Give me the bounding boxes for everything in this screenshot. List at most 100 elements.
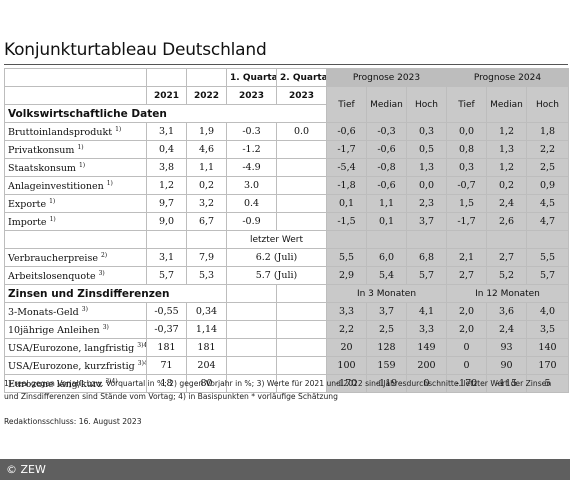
value-cell: 2,4 bbox=[486, 194, 527, 213]
header-year: 2022 bbox=[186, 86, 227, 105]
value-cell bbox=[276, 158, 327, 177]
row-label: Privatkonsum 1) bbox=[4, 140, 147, 159]
table-row: 10jährige Anleihen 3) -0,37 1,14 2,2 2,5 3,3 2… bbox=[4, 320, 569, 339]
value-cell: 0,2 bbox=[186, 176, 227, 195]
value-cell: 0,9 bbox=[526, 176, 569, 195]
value-cell: -1,5 bbox=[326, 212, 367, 231]
letzter-wert-label: letzter Wert bbox=[226, 230, 327, 249]
value-cell: 6.2 (Juli) bbox=[226, 248, 327, 267]
footnote-ref: 1) bbox=[78, 161, 86, 169]
value-cell: 1,8 bbox=[526, 122, 569, 141]
value-cell: 0,1 bbox=[366, 212, 407, 231]
value-cell: 6,8 bbox=[406, 248, 447, 267]
row-label-text: Anlageinvestitionen bbox=[8, 180, 104, 192]
footnote-ref: 3) bbox=[98, 269, 105, 277]
row-label-text: Privatkonsum bbox=[8, 144, 75, 156]
value-cell: 2,0 bbox=[446, 302, 487, 321]
value-cell: 6,0 bbox=[366, 248, 407, 267]
value-cell: 1,3 bbox=[486, 140, 527, 159]
row-label: 10jährige Anleihen 3) bbox=[4, 320, 147, 339]
row-label-text: Arbeitslosenquote bbox=[8, 270, 96, 282]
section-title: Zinsen und Zinsdifferenzen bbox=[4, 284, 227, 303]
value-cell: 0,0 bbox=[406, 176, 447, 195]
section-row: Zinsen und Zinsdifferenzen In 3 Monaten … bbox=[4, 284, 569, 303]
value-cell: 1,2 bbox=[486, 158, 527, 177]
row-label-text: USA/Eurozone, kurzfristig bbox=[8, 360, 135, 372]
value-cell: 149 bbox=[406, 338, 447, 357]
header-q1: 1. Quartal bbox=[226, 68, 277, 87]
value-cell: 0,4 bbox=[146, 140, 187, 159]
row-label-text: Eurozone lang/kurz bbox=[8, 378, 103, 390]
value-cell: -0,6 bbox=[366, 176, 407, 195]
value-cell: 5 bbox=[526, 374, 569, 393]
header-tief: Tief bbox=[446, 86, 487, 123]
value-cell: 2,6 bbox=[486, 212, 527, 231]
value-cell: 6,7 bbox=[186, 212, 227, 231]
value-cell: 5,5 bbox=[526, 248, 569, 267]
value-cell: 170 bbox=[526, 356, 569, 375]
table-row: Anlageinvestitionen 1) 1,2 0,2 3.0 -1,8 -0,6 0… bbox=[4, 176, 569, 195]
row-label: Staatskonsum 1) bbox=[4, 158, 147, 177]
row-label: Exporte 1) bbox=[4, 194, 147, 213]
value-cell: 71 bbox=[146, 356, 187, 375]
header-in-3-monaten: In 3 Monaten bbox=[326, 284, 447, 303]
value-cell: 2,7 bbox=[486, 248, 527, 267]
row-label: Anlageinvestitionen 1) bbox=[4, 176, 147, 195]
value-cell: -0,8 bbox=[366, 158, 407, 177]
value-cell: 4,5 bbox=[526, 194, 569, 213]
value-cell: 0,34 bbox=[186, 302, 227, 321]
row-label-text: Importe bbox=[8, 216, 47, 228]
value-cell: 3,3 bbox=[326, 302, 367, 321]
value-cell: 1,1 bbox=[186, 158, 227, 177]
value-cell: 3,8 bbox=[146, 158, 187, 177]
value-cell: 2,1 bbox=[446, 248, 487, 267]
value-cell: -1,8 bbox=[326, 176, 367, 195]
header-year: 2023 bbox=[276, 86, 327, 105]
value-cell: 0,5 bbox=[406, 140, 447, 159]
value-cell: 1,14 bbox=[186, 320, 227, 339]
value-cell: 100 bbox=[326, 356, 367, 375]
footnote-ref: 3) bbox=[81, 305, 88, 313]
section-title: Volkswirtschaftliche Daten bbox=[4, 104, 327, 123]
value-cell: 181 bbox=[186, 338, 227, 357]
value-cell: -115 bbox=[486, 374, 527, 393]
value-cell: -1,7 bbox=[326, 140, 367, 159]
value-cell: 4,1 bbox=[406, 302, 447, 321]
value-cell: 5,2 bbox=[486, 266, 527, 285]
footnote-ref: 2) bbox=[100, 251, 108, 259]
value-cell: 2,0 bbox=[446, 320, 487, 339]
value-cell bbox=[276, 176, 327, 195]
value-cell: 1,3 bbox=[406, 158, 447, 177]
value-cell: 5,7 bbox=[406, 266, 447, 285]
row-label-text: USA/Eurozone, langfristig bbox=[8, 342, 135, 354]
value-cell: 0,3 bbox=[446, 158, 487, 177]
value-cell: -170 bbox=[446, 374, 487, 393]
header-year: 2023 bbox=[226, 86, 277, 105]
value-cell: -170 bbox=[326, 374, 367, 393]
value-cell: -5,4 bbox=[326, 158, 367, 177]
footnote-ref: 1) bbox=[49, 197, 56, 205]
value-cell: 3,1 bbox=[146, 122, 187, 141]
footnote: 1) real gegen Vorjahr bzw. Vorquartal in… bbox=[4, 379, 552, 401]
header-median: Median bbox=[486, 86, 527, 123]
empty-cell bbox=[226, 302, 277, 321]
header-tief: Tief bbox=[326, 86, 367, 123]
value-cell: 4,0 bbox=[526, 302, 569, 321]
empty-cell bbox=[226, 356, 277, 375]
row-label-text: Staatskonsum bbox=[8, 162, 76, 174]
row-label-text: Verbraucherpreise bbox=[8, 252, 98, 264]
row-label-text: 3-Monats-Geld bbox=[8, 306, 79, 318]
value-cell: 3,1 bbox=[146, 248, 187, 267]
value-cell: 5,7 bbox=[526, 266, 569, 285]
row-label-text: Exporte bbox=[8, 198, 47, 210]
value-cell: -0,6 bbox=[326, 122, 367, 141]
value-cell: 1,2 bbox=[146, 176, 187, 195]
value-cell: 1,5 bbox=[446, 194, 487, 213]
letzter-wert-row: letzter Wert bbox=[4, 230, 569, 249]
row-label: USA/Eurozone, langfristig 3)4) bbox=[4, 338, 147, 357]
value-cell: 181 bbox=[146, 338, 187, 357]
value-cell: 20 bbox=[326, 338, 367, 357]
value-cell: 159 bbox=[366, 356, 407, 375]
value-cell bbox=[276, 140, 327, 159]
